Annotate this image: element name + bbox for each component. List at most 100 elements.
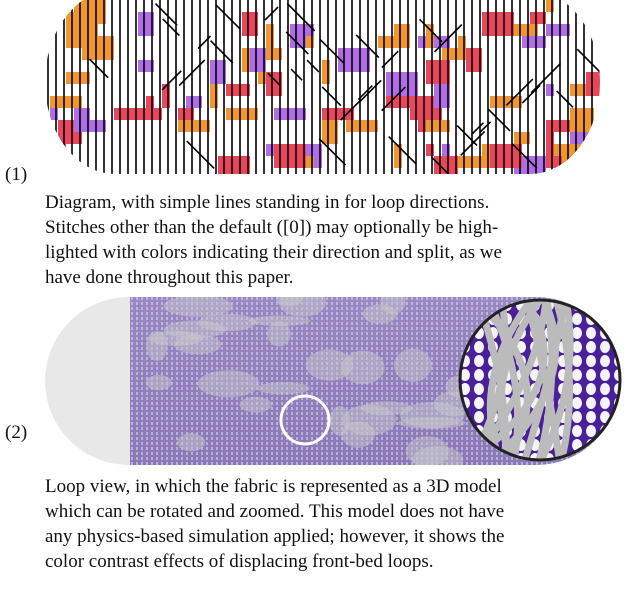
loop bbox=[572, 355, 582, 367]
caption-line: which can be rotated and zoomed. This mo… bbox=[45, 501, 504, 522]
loop bbox=[474, 341, 484, 353]
caption-line: have done throughout this paper. bbox=[45, 267, 294, 288]
stitch-highlight bbox=[274, 108, 306, 120]
stitch-highlight bbox=[82, 120, 106, 132]
loop-line bbox=[322, 87, 341, 106]
loop bbox=[600, 439, 610, 451]
loop bbox=[474, 369, 484, 381]
stitch-highlight bbox=[554, 144, 586, 156]
loop bbox=[600, 397, 610, 409]
stitch-highlight bbox=[442, 48, 466, 60]
loop bbox=[614, 425, 624, 437]
stitch-highlight bbox=[218, 156, 250, 180]
loop bbox=[572, 369, 582, 381]
stitch-highlight bbox=[346, 120, 378, 132]
stitch-highlight bbox=[586, 72, 602, 96]
loop bbox=[586, 411, 596, 423]
caption-line: Loop view, in which the fabric is repres… bbox=[45, 476, 502, 497]
diagram-image bbox=[48, 0, 602, 184]
stitch-highlight bbox=[66, 24, 98, 48]
stitch-highlight bbox=[522, 36, 546, 48]
stitch-highlight bbox=[50, 96, 82, 108]
loop bbox=[474, 397, 484, 409]
caption-line: lighted with colors indicating their dir… bbox=[45, 242, 502, 263]
loop-line bbox=[488, 109, 510, 131]
loop bbox=[586, 453, 596, 465]
stitch-highlight bbox=[490, 96, 522, 108]
stitch-highlight bbox=[338, 48, 370, 72]
stitch-highlight bbox=[386, 72, 418, 96]
stitch-highlight bbox=[178, 120, 210, 132]
stitch-highlight bbox=[546, 24, 570, 36]
loop bbox=[600, 355, 610, 367]
caption-line: Diagram, with simple lines standing in f… bbox=[45, 192, 489, 213]
stitch-highlight bbox=[514, 24, 538, 36]
loop-view-image bbox=[45, 287, 624, 473]
stitch-highlight bbox=[226, 108, 258, 120]
yarn-cluster bbox=[363, 304, 397, 324]
yarn-cluster bbox=[400, 402, 464, 428]
loop-line bbox=[457, 126, 477, 146]
loop-line bbox=[163, 19, 180, 36]
stitch-highlight bbox=[426, 60, 450, 84]
loop-line bbox=[216, 5, 241, 30]
item-label: (2) bbox=[5, 422, 27, 443]
loop bbox=[614, 453, 624, 465]
stitch-highlight bbox=[114, 108, 146, 120]
loop bbox=[572, 313, 582, 325]
loop bbox=[614, 439, 624, 451]
yarn-cluster bbox=[342, 405, 396, 436]
loop bbox=[600, 299, 610, 311]
yarn-cluster bbox=[306, 350, 354, 381]
loop-line bbox=[577, 49, 602, 74]
loop-line bbox=[162, 71, 181, 90]
stitch-highlight bbox=[50, 144, 66, 156]
yarn-cluster bbox=[240, 397, 272, 413]
loop bbox=[586, 327, 596, 339]
yarn-cluster bbox=[257, 382, 310, 394]
yarn-cluster bbox=[394, 349, 432, 382]
loop bbox=[572, 425, 582, 437]
yarn-cluster bbox=[198, 370, 260, 397]
loop bbox=[474, 411, 484, 423]
yarn-cluster bbox=[146, 375, 172, 390]
stitch-highlight bbox=[74, 0, 106, 24]
loop bbox=[572, 383, 582, 395]
loop-line bbox=[211, 41, 233, 63]
caption-line: any physics-based simulation applied; ho… bbox=[45, 526, 504, 547]
loop bbox=[572, 411, 582, 423]
loop-line bbox=[587, 0, 599, 6]
loop bbox=[600, 341, 610, 353]
yarn-cluster bbox=[174, 335, 221, 355]
yarn-cluster bbox=[276, 294, 302, 306]
stitch-highlight bbox=[66, 72, 90, 84]
stitch-highlight bbox=[274, 144, 306, 168]
stitch-highlight bbox=[226, 84, 250, 96]
loop bbox=[614, 327, 624, 339]
loop bbox=[572, 397, 582, 409]
stitch-highlight bbox=[570, 108, 594, 132]
loop bbox=[474, 383, 484, 395]
caption-line: color contrast effects of displacing fro… bbox=[45, 551, 434, 572]
loop bbox=[586, 299, 596, 311]
loop bbox=[586, 425, 596, 437]
loop bbox=[474, 355, 484, 367]
loop-line bbox=[360, 80, 381, 101]
stitch-highlight bbox=[482, 12, 514, 36]
yarn-cluster bbox=[249, 316, 311, 326]
loop-line bbox=[90, 59, 109, 78]
loop bbox=[586, 369, 596, 381]
caption-line: Stitches other than the default ([0]) ma… bbox=[45, 217, 498, 238]
loop bbox=[614, 313, 624, 325]
stitch-highlight bbox=[66, 12, 74, 24]
loop-line bbox=[307, 60, 319, 72]
loop bbox=[586, 341, 596, 353]
loop bbox=[614, 411, 624, 423]
loop bbox=[600, 369, 610, 381]
yarn-cluster bbox=[163, 295, 232, 316]
loop bbox=[586, 355, 596, 367]
loop bbox=[600, 383, 610, 395]
loop-line bbox=[472, 123, 484, 135]
stitch-highlight bbox=[50, 0, 66, 12]
yarn-cluster bbox=[177, 433, 205, 451]
